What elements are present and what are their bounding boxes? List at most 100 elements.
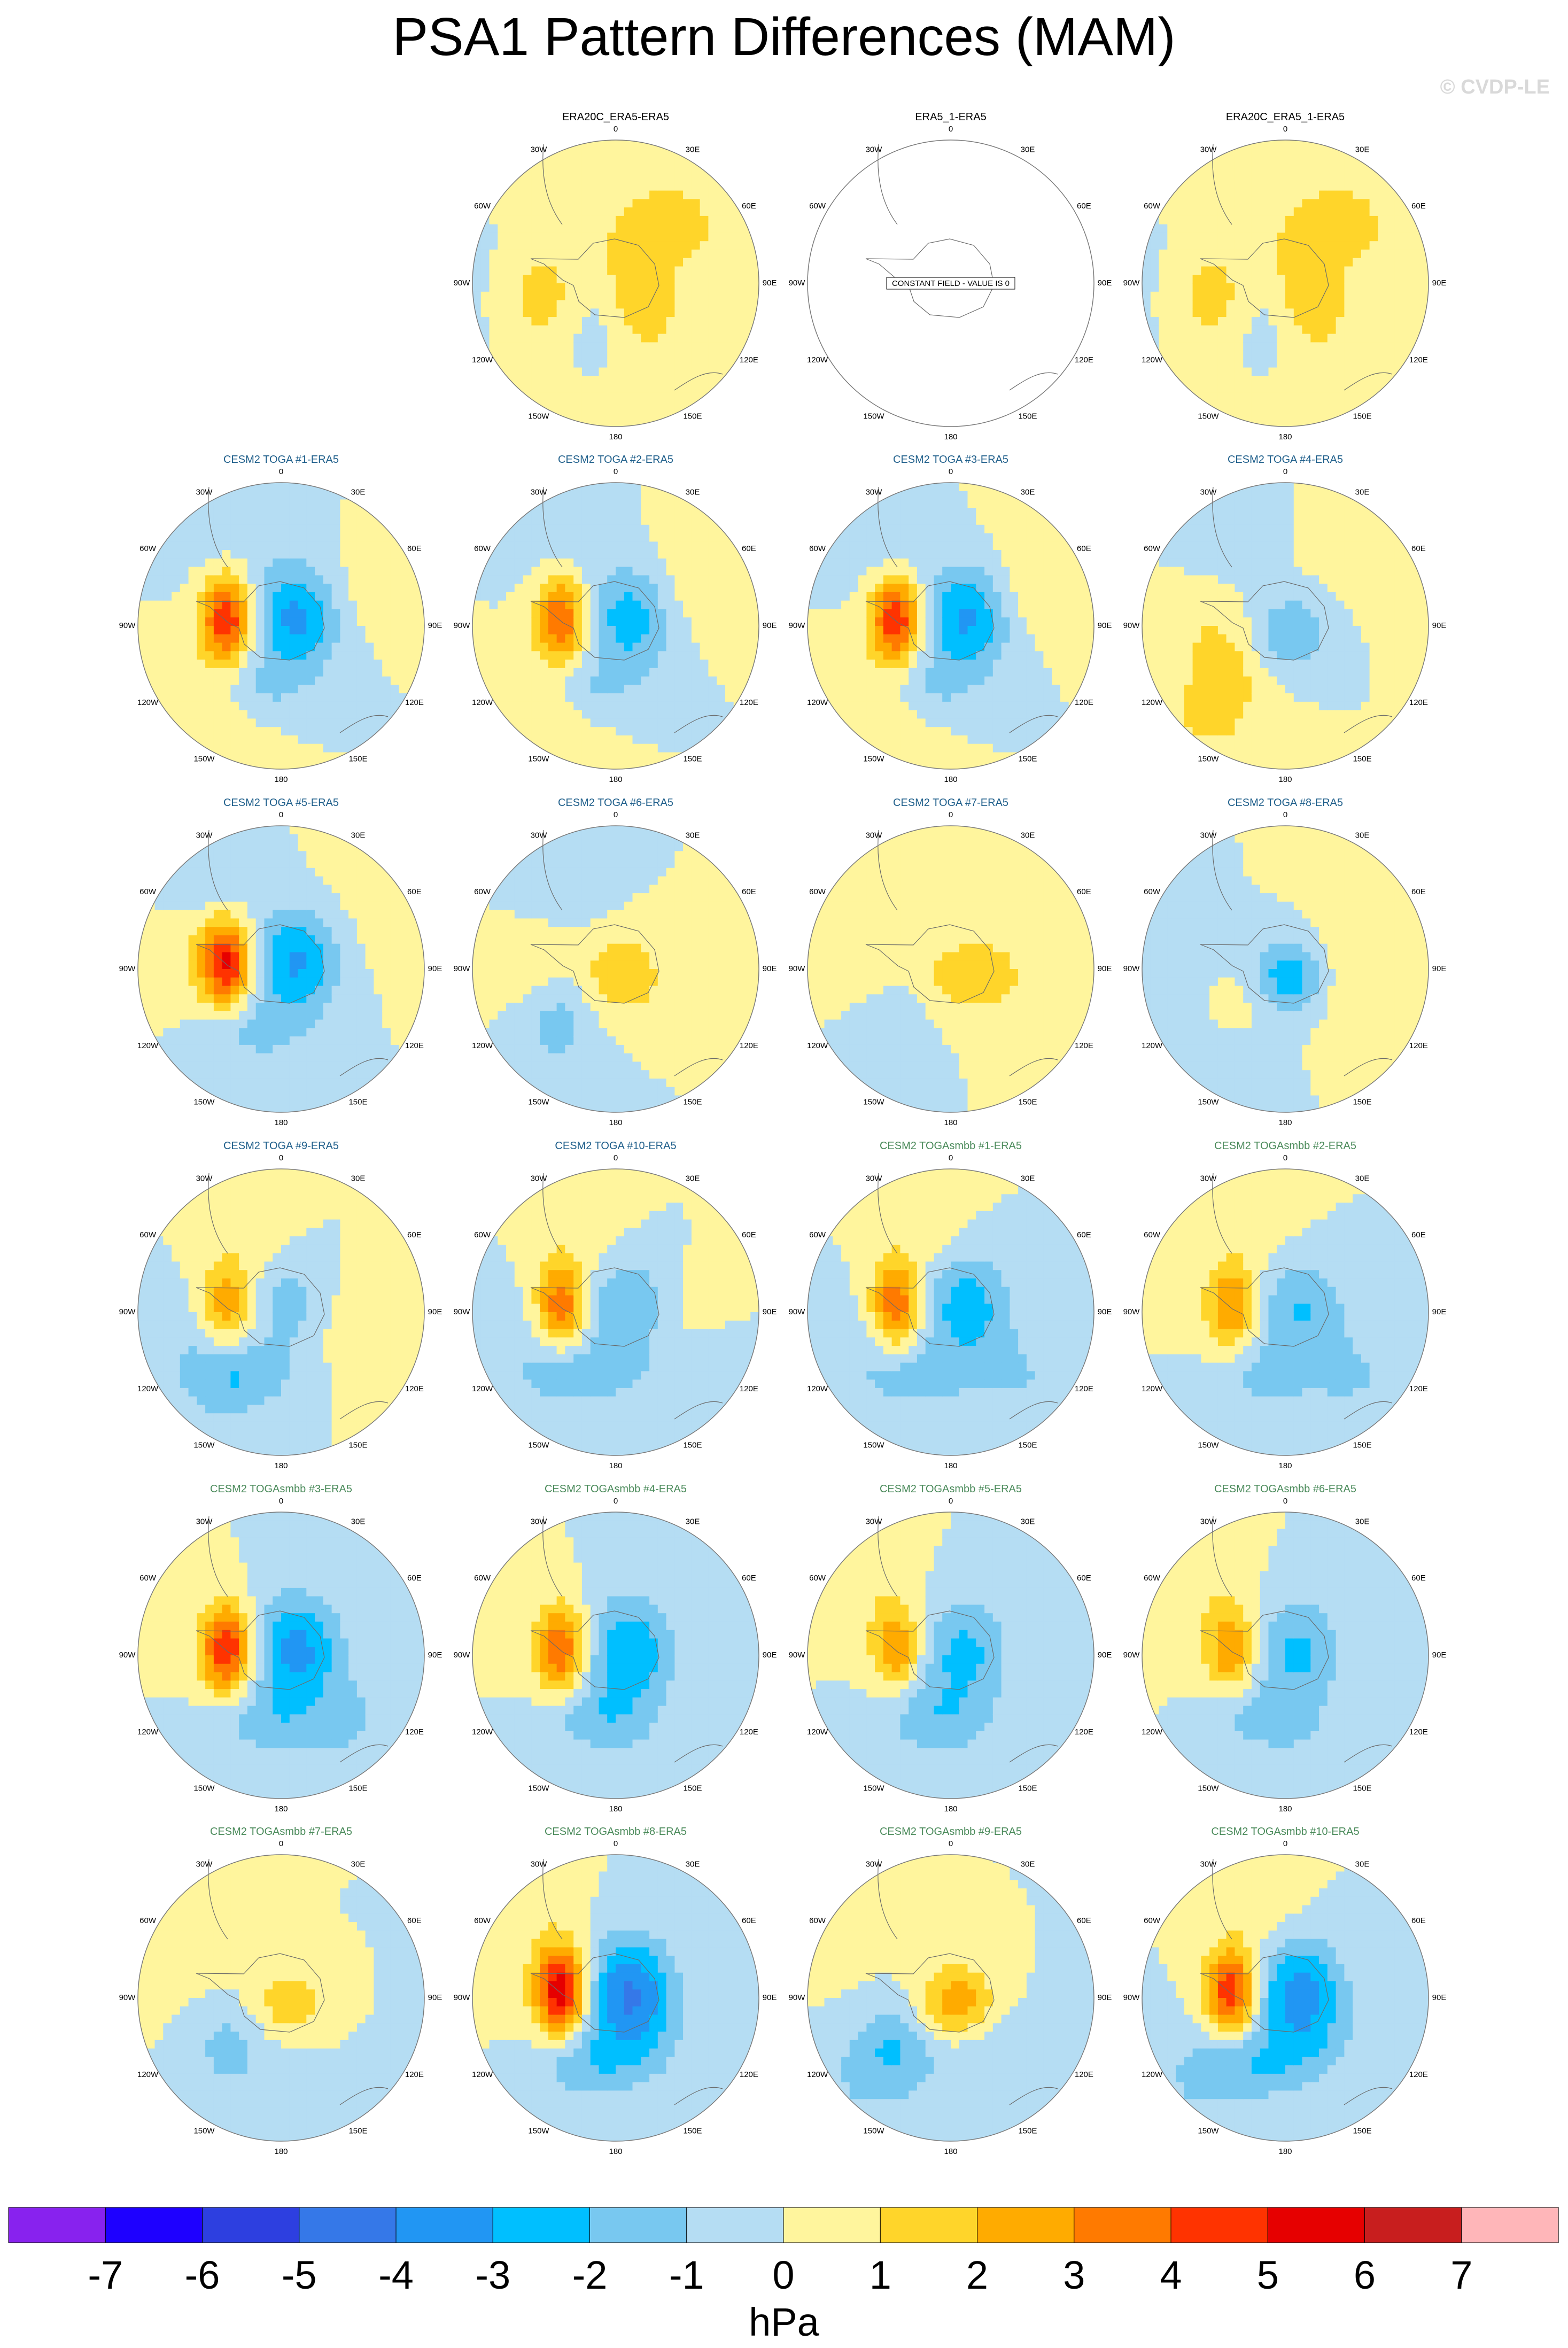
pressure-field <box>138 1169 424 1455</box>
pressure-field <box>1142 826 1429 1112</box>
colorbar-tick-label: -1 <box>669 2253 704 2297</box>
longitude-label: 60W <box>474 1230 491 1239</box>
longitude-label: 90E <box>428 1307 443 1316</box>
longitude-label: 90E <box>1432 1650 1447 1660</box>
map-boundary <box>807 1512 1095 1799</box>
colorbar-swatch <box>105 2207 203 2243</box>
antarctica-coastline <box>1200 1953 1329 2033</box>
longitude-label: 180 <box>609 1118 622 1127</box>
longitude-label: 60E <box>1077 544 1091 553</box>
longitude-label: 0 <box>279 1153 283 1163</box>
longitude-label: 30W <box>196 831 213 840</box>
panel-title: CESM2 TOGA #4-ERA5 <box>1228 454 1343 466</box>
longitude-label: 90E <box>763 1993 777 2002</box>
longitude-label: 150E <box>1353 754 1371 763</box>
longitude-label: 90E <box>1098 1307 1112 1316</box>
longitude-label: 90E <box>1098 1650 1112 1660</box>
longitude-label: 30E <box>1021 145 1035 154</box>
pressure-field <box>472 140 759 427</box>
longitude-label: 120E <box>405 1727 424 1737</box>
colorbar-tick-label: 7 <box>1450 2253 1472 2297</box>
longitude-label: 60E <box>742 202 756 211</box>
panel-title: ERA20C_ERA5-ERA5 <box>562 111 669 123</box>
colorbar-tick-label: 2 <box>966 2253 988 2297</box>
south-america-coastline <box>878 1173 898 1254</box>
longitude-label: 30W <box>531 831 548 840</box>
pressure-field <box>472 826 759 1112</box>
longitude-label: 30E <box>686 145 700 154</box>
longitude-label: 150E <box>683 1784 702 1793</box>
longitude-label: 150E <box>348 2126 367 2135</box>
longitude-label: 30E <box>1355 488 1370 497</box>
longitude-label: 0 <box>279 467 283 476</box>
longitude-label: 120W <box>807 2070 828 2079</box>
longitude-label: 150W <box>863 1784 884 1793</box>
panel-title: CESM2 TOGAsmbb #7-ERA5 <box>210 1826 352 1838</box>
longitude-label: 150W <box>1198 1440 1219 1450</box>
longitude-label: 90E <box>1098 964 1112 973</box>
longitude-label: 150W <box>1198 1097 1219 1106</box>
longitude-label: 30W <box>866 831 883 840</box>
south-america-coastline <box>1212 830 1232 911</box>
map-boundary <box>807 482 1095 770</box>
longitude-label: 120W <box>472 1384 493 1393</box>
colorbar-tick-label: -3 <box>475 2253 510 2297</box>
map-boundary <box>1142 482 1429 770</box>
pressure-field <box>472 1512 759 1799</box>
longitude-label: 120E <box>1075 1041 1093 1050</box>
australia-coastline <box>1009 1744 1058 1763</box>
longitude-label: 150E <box>683 412 702 421</box>
map-panel: CESM2 TOGAsmbb #5-ERA5 0 30E 60E 90E 120E 150E… <box>789 1483 1112 1814</box>
longitude-label: 60W <box>474 202 491 211</box>
longitude-label: 180 <box>1278 1461 1292 1470</box>
longitude-label: 0 <box>949 1839 953 1848</box>
longitude-label: 60E <box>1077 1916 1091 1925</box>
longitude-label: 90E <box>428 1650 443 1660</box>
antarctica-coastline <box>865 1267 995 1347</box>
longitude-label: 180 <box>944 432 957 441</box>
longitude-label: 150E <box>683 754 702 763</box>
longitude-label: 150W <box>528 412 549 421</box>
longitude-label: 60W <box>809 1574 826 1583</box>
longitude-label: 30W <box>866 1860 883 1869</box>
longitude-label: 90W <box>119 1307 136 1316</box>
colorbar-tick-label: -5 <box>282 2253 317 2297</box>
panel-title: CESM2 TOGA #3-ERA5 <box>893 454 1008 466</box>
map-boundary <box>137 1512 425 1799</box>
constant-field-label: CONSTANT FIELD - VALUE IS 0 <box>892 279 1010 288</box>
panel-title: CESM2 TOGAsmbb #10-ERA5 <box>1211 1826 1359 1838</box>
longitude-label: 30W <box>196 1517 213 1526</box>
antarctica-coastline <box>530 581 659 661</box>
longitude-label: 120W <box>472 2070 493 2079</box>
longitude-label: 60E <box>1411 202 1426 211</box>
map-boundary <box>1142 140 1429 427</box>
map-boundary <box>137 1854 425 2142</box>
longitude-label: 30E <box>1021 1174 1035 1183</box>
longitude-label: 90E <box>763 1307 777 1316</box>
colorbar-swatch <box>1267 2207 1365 2243</box>
longitude-label: 150E <box>683 2126 702 2135</box>
map-boundary <box>1142 825 1429 1113</box>
longitude-label: 30W <box>866 488 883 497</box>
colorbar-swatch <box>299 2207 397 2243</box>
longitude-label: 0 <box>614 1839 618 1848</box>
antarctica-coastline <box>196 1267 325 1347</box>
longitude-label: 30E <box>351 1517 366 1526</box>
longitude-label: 90W <box>119 1993 136 2002</box>
longitude-label: 150E <box>348 1440 367 1450</box>
longitude-label: 0 <box>1283 467 1287 476</box>
pressure-field <box>1142 1512 1429 1799</box>
longitude-label: 60W <box>139 544 157 553</box>
pressure-field <box>808 1512 1094 1799</box>
longitude-label: 60E <box>742 1574 756 1583</box>
longitude-label: 180 <box>274 2147 288 2156</box>
antarctica-coastline <box>196 581 325 661</box>
longitude-label: 180 <box>274 775 288 784</box>
longitude-label: 150E <box>683 1440 702 1450</box>
longitude-label: 60E <box>407 544 422 553</box>
longitude-label: 30W <box>866 1174 883 1183</box>
antarctica-coastline <box>1200 581 1329 661</box>
